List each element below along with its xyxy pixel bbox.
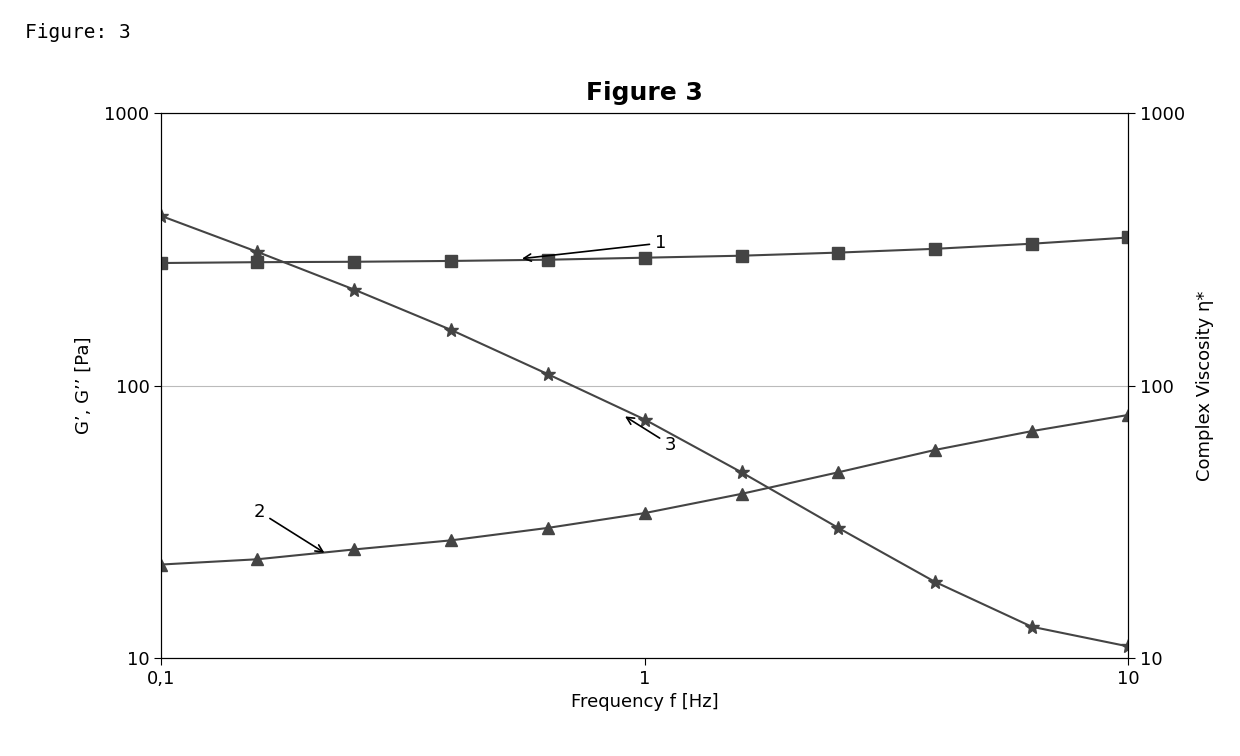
X-axis label: Frequency f [Hz]: Frequency f [Hz] bbox=[570, 693, 719, 711]
Text: Figure: 3: Figure: 3 bbox=[25, 23, 130, 42]
Text: 2: 2 bbox=[253, 503, 322, 552]
Title: Figure 3: Figure 3 bbox=[587, 80, 703, 104]
Y-axis label: Complex Viscosity η*: Complex Viscosity η* bbox=[1197, 290, 1214, 481]
Text: 3: 3 bbox=[626, 417, 676, 454]
Text: 1: 1 bbox=[523, 234, 666, 261]
Y-axis label: G’, G’’ [Pa]: G’, G’’ [Pa] bbox=[76, 337, 93, 434]
